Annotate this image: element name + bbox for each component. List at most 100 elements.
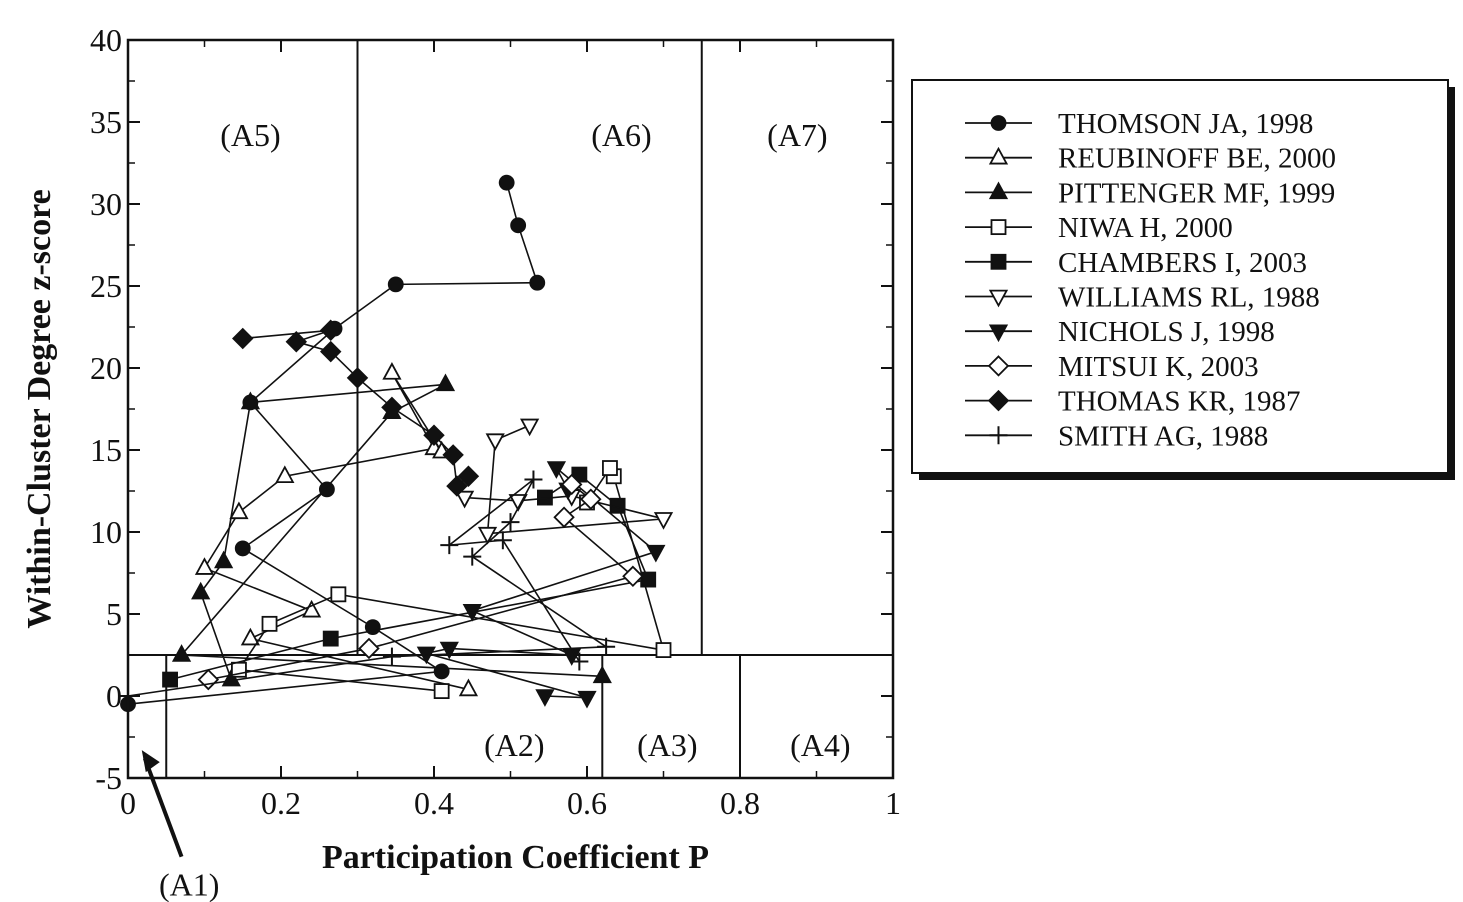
- data-point: [560, 473, 583, 496]
- legend-label: NICHOLS J, 1998: [1058, 316, 1275, 348]
- data-point: [501, 513, 520, 532]
- data-point: [446, 475, 468, 497]
- series-10: [119, 470, 616, 705]
- legend-item: NICHOLS J, 1998: [965, 316, 1275, 348]
- data-point: [622, 565, 644, 588]
- axis-ticks: [127, 39, 894, 779]
- data-point: [498, 174, 515, 191]
- legend-item: NIWA H, 2000: [965, 212, 1233, 244]
- region-label: (A2): [484, 727, 544, 763]
- a1-arrow-head: [141, 750, 160, 773]
- series-6: [454, 418, 674, 545]
- x-tick-label: 0: [120, 785, 136, 821]
- legend-label: SMITH AG, 1988: [1058, 420, 1268, 452]
- legend-item: REUBINOFF BE, 2000: [965, 143, 1336, 175]
- region-labels: (A1) (A2) (A3) (A4) (A5) (A6) (A7): [141, 117, 851, 902]
- x-tick-label: 0.8: [720, 785, 760, 821]
- legend-label: THOMAS KR, 1987: [1058, 386, 1301, 418]
- data-point: [423, 424, 445, 446]
- data-point: [646, 544, 666, 563]
- legend-marker: [987, 389, 1010, 412]
- x-axis-title: Participation Coefficient P: [322, 839, 709, 876]
- data-point: [261, 615, 278, 632]
- data-point: [477, 526, 498, 545]
- series-9: [232, 319, 480, 497]
- legend-item: THOMAS KR, 1987: [965, 386, 1301, 418]
- data-point: [440, 536, 459, 555]
- region-label: (A6): [591, 117, 651, 153]
- legend-label: PITTENGER MF, 1999: [1058, 177, 1335, 209]
- data-point: [602, 460, 618, 476]
- data-point: [191, 581, 211, 600]
- data-point: [597, 637, 616, 656]
- data-point: [580, 488, 602, 510]
- legend-item: CHAMBERS I, 2003: [965, 247, 1307, 279]
- y-tick-label: 20: [90, 350, 122, 386]
- data-point: [454, 490, 475, 509]
- x-tick-label: 0.2: [261, 785, 301, 821]
- legend-marker: [988, 289, 1009, 308]
- y-tick-label: 30: [90, 186, 122, 222]
- data-point: [240, 391, 261, 410]
- series-layer: [119, 174, 674, 713]
- legend-marker: [990, 219, 1007, 236]
- data-point: [197, 668, 220, 691]
- region-label: (A5): [220, 117, 280, 153]
- x-tick-label: 0.4: [414, 785, 454, 821]
- data-point: [535, 689, 555, 707]
- data-point: [285, 331, 308, 353]
- data-point: [381, 396, 403, 419]
- data-point: [442, 444, 464, 466]
- data-point: [520, 418, 540, 437]
- data-point: [433, 663, 450, 680]
- data-point: [439, 641, 459, 660]
- data-point: [232, 327, 254, 350]
- data-point: [457, 465, 480, 487]
- data-point: [508, 494, 528, 512]
- legend-item: THOMSON JA, 1998: [965, 108, 1313, 140]
- y-tick-label: 5: [106, 596, 122, 632]
- y-tick-label: 25: [90, 268, 122, 304]
- legend-item: PITTENGER MF, 1999: [965, 177, 1335, 209]
- legend-marker: [989, 426, 1008, 445]
- legend-marker: [988, 324, 1009, 343]
- legend-marker: [988, 146, 1009, 165]
- data-point: [322, 630, 339, 647]
- legend-marker: [987, 355, 1010, 377]
- series-8: [197, 473, 644, 691]
- legend-marker: [990, 115, 1007, 131]
- data-point: [529, 274, 546, 291]
- data-point: [640, 571, 657, 588]
- data-point: [592, 665, 612, 684]
- legend-item: MITSUI K, 2003: [965, 351, 1259, 383]
- data-point: [553, 506, 575, 528]
- region-label: (A7): [767, 117, 827, 153]
- series-line: [237, 466, 665, 692]
- data-point: [387, 276, 404, 293]
- y-tick-label: 35: [90, 104, 122, 140]
- data-point: [485, 433, 505, 452]
- legend-item: SMITH AG, 1988: [965, 420, 1268, 452]
- data-point: [275, 465, 295, 483]
- data-point: [330, 586, 347, 603]
- data-point: [320, 319, 342, 342]
- series-line: [127, 182, 539, 705]
- data-point: [510, 217, 527, 234]
- region-label: (A4): [790, 727, 850, 763]
- legend-label: WILLIAMS RL, 1988: [1058, 282, 1320, 314]
- region-label: (A3): [637, 727, 697, 763]
- legend-label: MITSUI K, 2003: [1058, 351, 1259, 383]
- y-tick-label: 15: [90, 432, 122, 468]
- data-point: [358, 637, 380, 660]
- legend-marker: [990, 253, 1007, 270]
- legend-label: REUBINOFF BE, 2000: [1058, 143, 1336, 175]
- data-point: [346, 367, 369, 389]
- y-tick-label: 10: [90, 514, 122, 550]
- a1-arrow-shaft: [142, 757, 184, 858]
- data-point: [234, 540, 251, 557]
- data-point: [171, 644, 192, 662]
- legend-label: NIWA H, 2000: [1058, 212, 1233, 244]
